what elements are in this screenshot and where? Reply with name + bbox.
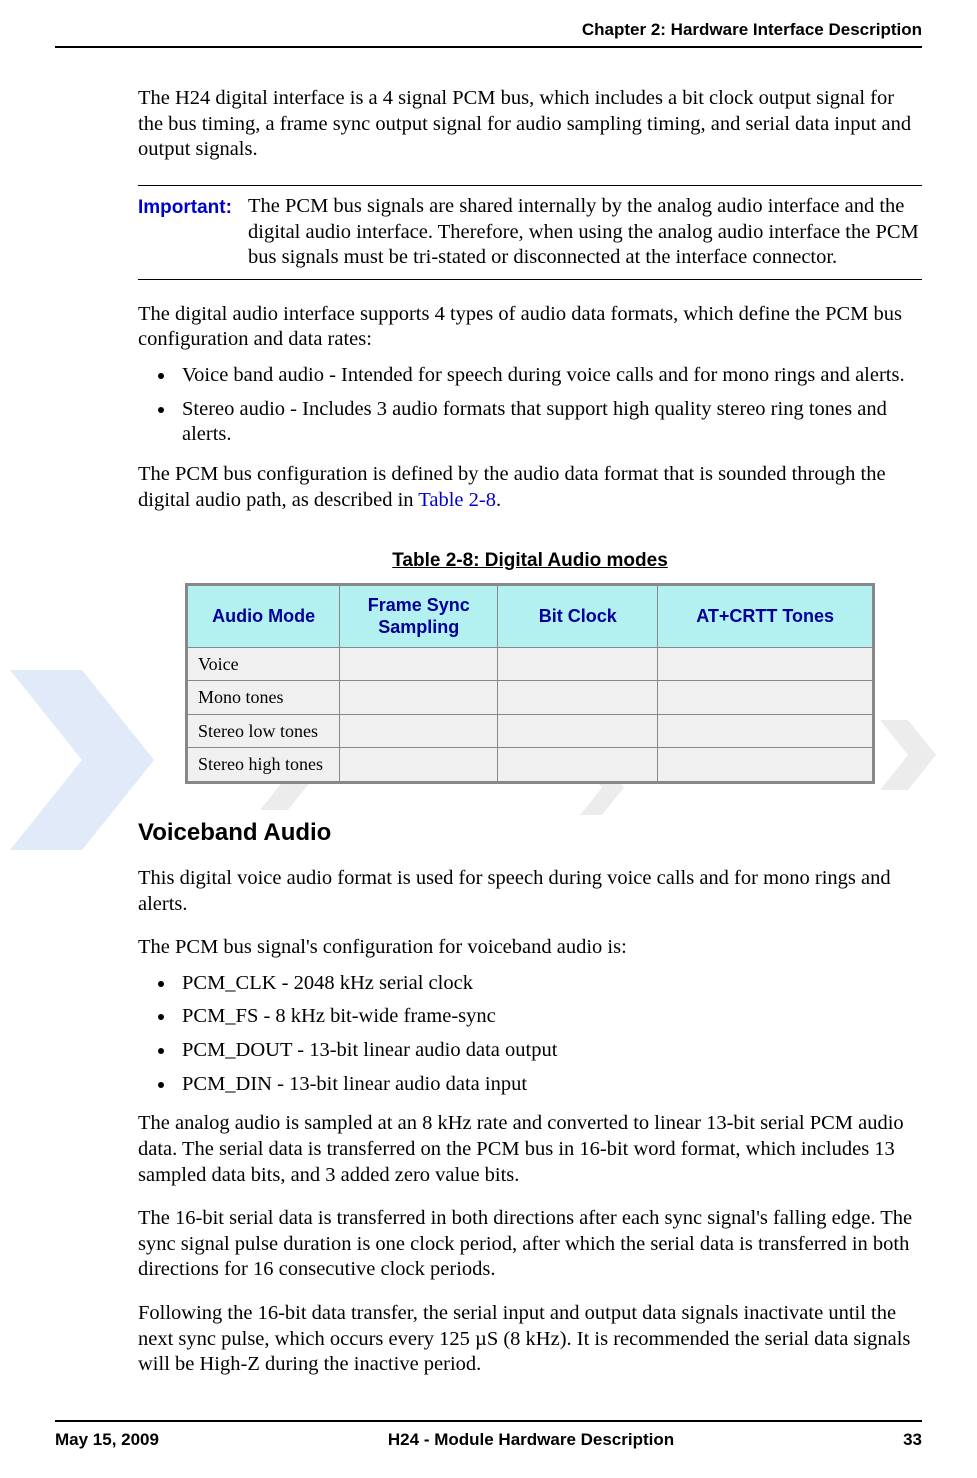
paragraph: The 16-bit serial data is transferred in… <box>138 1206 922 1283</box>
table-row: Stereo low tones <box>187 714 874 748</box>
important-text: The PCM bus signals are shared internall… <box>248 194 922 271</box>
list-item: PCM_FS - 8 kHz bit-wide frame-sync <box>176 1004 922 1030</box>
table-cell <box>498 748 658 783</box>
paragraph: The H24 digital interface is a 4 signal … <box>138 86 922 163</box>
important-label: Important: <box>138 194 248 271</box>
table-cell <box>658 748 874 783</box>
footer-date: May 15, 2009 <box>55 1430 159 1450</box>
list-item: PCM_DIN - 13-bit linear audio data input <box>176 1072 922 1098</box>
important-note: Important: The PCM bus signals are share… <box>138 185 922 280</box>
paragraph: The analog audio is sampled at an 8 kHz … <box>138 1111 922 1188</box>
table-cell <box>340 681 498 715</box>
paragraph-text: The PCM bus configuration is defined by … <box>138 463 886 511</box>
table-cell: Mono tones <box>187 681 340 715</box>
paragraph: The PCM bus signal's configuration for v… <box>138 935 922 961</box>
table-cell <box>658 647 874 681</box>
table-cell: Voice <box>187 647 340 681</box>
table-row: Stereo high tones <box>187 748 874 783</box>
chapter-title: Chapter 2: Hardware Interface Descriptio… <box>582 20 922 40</box>
section-heading: Voiceband Audio <box>138 818 922 848</box>
note-rule-bottom <box>138 279 922 280</box>
table-cell <box>498 681 658 715</box>
list-item: PCM_CLK - 2048 kHz serial clock <box>176 971 922 997</box>
table-header-cell: AT+CRTT Tones <box>658 584 874 647</box>
page: Chapter 2: Hardware Interface Descriptio… <box>0 0 977 1478</box>
table-header-cell: Audio Mode <box>187 584 340 647</box>
footer-page-number: 33 <box>903 1430 922 1450</box>
table-row: Mono tones <box>187 681 874 715</box>
table-cell <box>498 714 658 748</box>
bullet-list-a: Voice band audio - Intended for speech d… <box>138 363 922 448</box>
list-item: PCM_DOUT - 13-bit linear audio data outp… <box>176 1038 922 1064</box>
page-header: Chapter 2: Hardware Interface Descriptio… <box>0 0 977 40</box>
page-footer: May 15, 2009 H24 - Module Hardware Descr… <box>55 1420 922 1450</box>
table-cell <box>498 647 658 681</box>
paragraph: This digital voice audio format is used … <box>138 866 922 917</box>
table-row: Voice <box>187 647 874 681</box>
paragraph-text: . <box>496 489 501 511</box>
table-header-row: Audio Mode Frame Sync Sampling Bit Clock… <box>187 584 874 647</box>
table-cell: Stereo high tones <box>187 748 340 783</box>
footer-doc-title: H24 - Module Hardware Description <box>388 1430 674 1450</box>
table-cross-reference[interactable]: Table 2-8 <box>418 489 496 511</box>
paragraph: The digital audio interface supports 4 t… <box>138 302 922 353</box>
digital-audio-modes-table: Audio Mode Frame Sync Sampling Bit Clock… <box>185 583 875 784</box>
table-cell <box>340 714 498 748</box>
table-caption: Table 2-8: Digital Audio modes <box>138 549 922 573</box>
table-cell <box>340 748 498 783</box>
table-header-cell: Bit Clock <box>498 584 658 647</box>
table-cell <box>340 647 498 681</box>
list-item: Stereo audio - Includes 3 audio formats … <box>176 397 922 448</box>
paragraph: Following the 16-bit data transfer, the … <box>138 1301 922 1378</box>
page-content: The H24 digital interface is a 4 signal … <box>0 48 977 1378</box>
paragraph: The PCM bus configuration is defined by … <box>138 462 922 513</box>
table-cell <box>658 714 874 748</box>
table-header-cell: Frame Sync Sampling <box>340 584 498 647</box>
table-cell: Stereo low tones <box>187 714 340 748</box>
bullet-list-b: PCM_CLK - 2048 kHz serial clock PCM_FS -… <box>138 971 922 1098</box>
list-item: Voice band audio - Intended for speech d… <box>176 363 922 389</box>
table-cell <box>658 681 874 715</box>
